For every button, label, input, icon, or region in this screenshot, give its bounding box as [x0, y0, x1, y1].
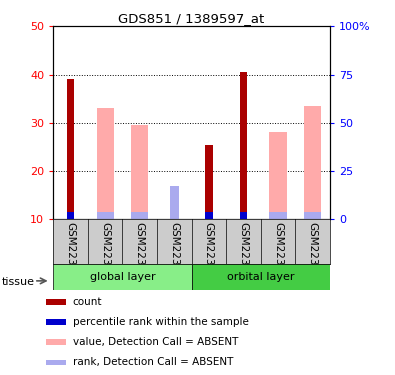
Text: orbital layer: orbital layer [227, 272, 294, 282]
Bar [192, 264, 330, 290]
Text: tissue: tissue [2, 277, 35, 287]
Bar [169, 186, 179, 219]
Bar [53, 264, 192, 290]
Bar [67, 212, 74, 219]
Bar [131, 125, 149, 219]
Text: GSM22327: GSM22327 [66, 222, 75, 278]
Text: global layer: global layer [90, 272, 155, 282]
Text: GSM22329: GSM22329 [204, 222, 214, 278]
Bar [131, 212, 149, 219]
Text: percentile rank within the sample: percentile rank within the sample [73, 317, 248, 327]
Bar [304, 106, 321, 219]
Bar [96, 108, 114, 219]
Bar [240, 212, 247, 219]
Bar [205, 212, 213, 219]
Bar [47, 360, 66, 365]
Bar [269, 212, 287, 219]
Bar [205, 144, 213, 219]
Bar [47, 339, 66, 345]
Text: GSM22334: GSM22334 [308, 222, 318, 278]
Text: GSM22330: GSM22330 [239, 222, 248, 278]
Bar [96, 212, 114, 219]
Text: GSM22328: GSM22328 [100, 222, 110, 278]
Bar [240, 72, 247, 219]
Text: value, Detection Call = ABSENT: value, Detection Call = ABSENT [73, 337, 238, 347]
Bar [304, 212, 321, 219]
Text: GSM22333: GSM22333 [273, 222, 283, 278]
Bar [47, 319, 66, 325]
Bar [67, 80, 74, 219]
Bar [47, 299, 66, 305]
Text: GSM22332: GSM22332 [169, 222, 179, 278]
Text: rank, Detection Call = ABSENT: rank, Detection Call = ABSENT [73, 357, 233, 367]
Bar [269, 132, 287, 219]
Text: count: count [73, 297, 102, 307]
Bar [169, 217, 179, 219]
Text: GSM22331: GSM22331 [135, 222, 145, 278]
Title: GDS851 / 1389597_at: GDS851 / 1389597_at [118, 12, 265, 25]
